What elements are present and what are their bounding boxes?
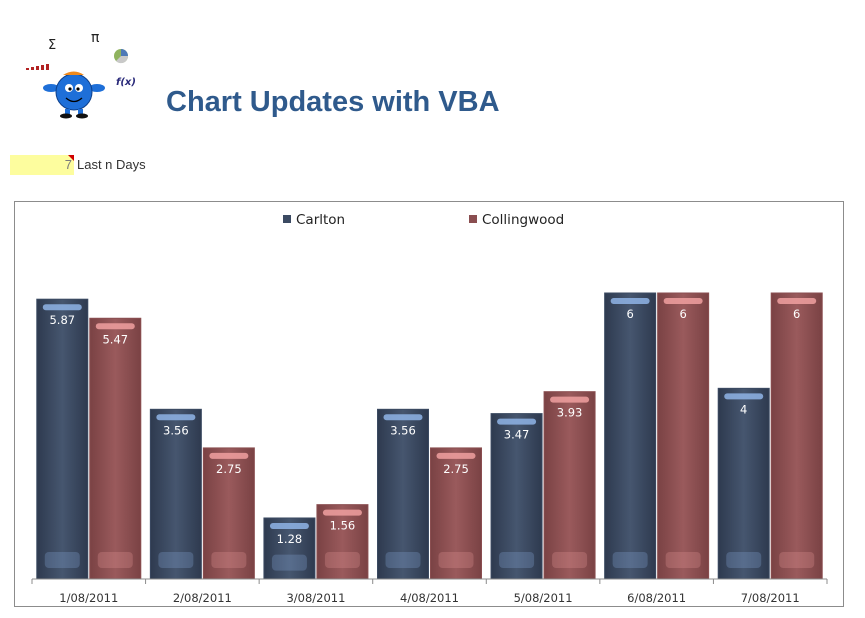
bar-highlight (383, 414, 423, 421)
data-label: 2.75 (443, 462, 469, 476)
bar-glow (665, 552, 701, 568)
data-label: 2.75 (216, 462, 242, 476)
bar-collingwood[interactable] (543, 391, 596, 580)
data-label: 1.56 (330, 519, 356, 533)
data-label: 3.56 (390, 423, 416, 437)
x-axis: 1/08/2011 2/08/2011 3/08/2011 4/08/2011 5/08… (31, 578, 828, 605)
bar-highlight (209, 452, 249, 459)
bar-highlight (95, 323, 135, 330)
x-tick-label: 6/08/2011 (627, 591, 686, 605)
last-n-days-label: Last n Days (77, 157, 146, 172)
sigma-symbol: Σ (48, 38, 56, 53)
data-label: 1.28 (277, 532, 303, 546)
bar-highlight (322, 509, 362, 516)
page-title: Chart Updates with VBA (166, 86, 500, 118)
pi-symbol: π (91, 30, 100, 46)
bar-collingwood[interactable] (770, 292, 823, 580)
bar-collingwood[interactable] (430, 447, 482, 580)
bar-highlight (436, 452, 476, 459)
chart-legend: Carlton Collingwood (283, 212, 564, 228)
legend-swatch-carlton (283, 215, 291, 223)
mini-pie-icon (114, 49, 129, 64)
bar-glow (552, 552, 588, 568)
chart-area[interactable]: Carlton Collingwood 5.87 5.47 3.56 2.75 1.28 1… (14, 201, 844, 607)
mr-man-character (43, 71, 105, 119)
data-label: 6 (626, 307, 633, 321)
bar-glow (158, 552, 194, 568)
bar-glow (499, 552, 535, 568)
bar-carlton[interactable] (490, 413, 543, 580)
last-n-days-value: 7 (64, 157, 72, 172)
legend-label-carlton: Carlton (296, 212, 345, 228)
x-tick-label: 4/08/2011 (400, 591, 459, 605)
data-label: 3.93 (557, 406, 583, 420)
legend-label-collingwood: Collingwood (482, 212, 564, 228)
bar-chart: Carlton Collingwood 5.87 5.47 3.56 2.75 1.28 1… (31, 212, 828, 605)
bar-glow (726, 552, 762, 568)
bar-highlight (663, 298, 703, 304)
data-label: 6 (793, 307, 800, 321)
bar-glow (385, 552, 421, 568)
data-label: 5.47 (102, 332, 128, 346)
bar-highlight (610, 298, 650, 304)
bar-highlight (550, 396, 590, 403)
bar-highlight (42, 304, 82, 311)
comment-indicator-icon[interactable] (68, 155, 74, 161)
bar-collingwood[interactable] (202, 447, 255, 580)
bar-glow (612, 552, 648, 568)
bar-carlton[interactable] (717, 387, 770, 580)
data-label: 3.56 (163, 423, 189, 437)
data-label: 3.47 (504, 428, 530, 442)
bar-carlton[interactable] (604, 292, 657, 580)
bar-glow (271, 554, 307, 571)
last-n-days-input[interactable]: 7 (10, 155, 74, 175)
data-label: 6 (679, 307, 686, 321)
logo-graphic: Σ π f(x) (26, 30, 136, 119)
bar-carlton[interactable] (377, 408, 429, 580)
bar-collingwood[interactable] (657, 292, 710, 580)
bar-glow (97, 552, 133, 568)
bar-highlight (724, 393, 764, 400)
x-tick-label: 1/08/2011 (59, 591, 118, 605)
x-tick-label: 7/08/2011 (741, 591, 800, 605)
x-tick-label: 2/08/2011 (173, 591, 232, 605)
bar-glow (779, 552, 815, 568)
bar-glow (211, 552, 247, 568)
x-tick-label: 5/08/2011 (514, 591, 573, 605)
fx-symbol: f(x) (116, 77, 136, 88)
bar-highlight (777, 298, 817, 304)
data-label: 4 (740, 402, 747, 416)
data-label: 5.87 (49, 313, 75, 327)
bar-glow (438, 552, 474, 568)
bar-highlight (269, 522, 309, 529)
bar-collingwood[interactable] (89, 317, 142, 580)
bar-glow (44, 552, 80, 568)
bar-highlight (156, 414, 196, 421)
x-tick-label: 3/08/2011 (286, 591, 345, 605)
signal-bars-icon (26, 64, 49, 70)
bar-carlton[interactable] (36, 298, 89, 580)
legend-swatch-collingwood (469, 215, 477, 223)
bar-collingwood[interactable] (316, 504, 369, 580)
bars-group: 5.87 5.47 3.56 2.75 1.28 1.56 3.56 2.75 3.47 3.93… (36, 292, 823, 580)
bar-glow (324, 552, 360, 568)
bar-highlight (497, 418, 537, 425)
mr-men-logo: Σ π f(x) (20, 28, 140, 120)
